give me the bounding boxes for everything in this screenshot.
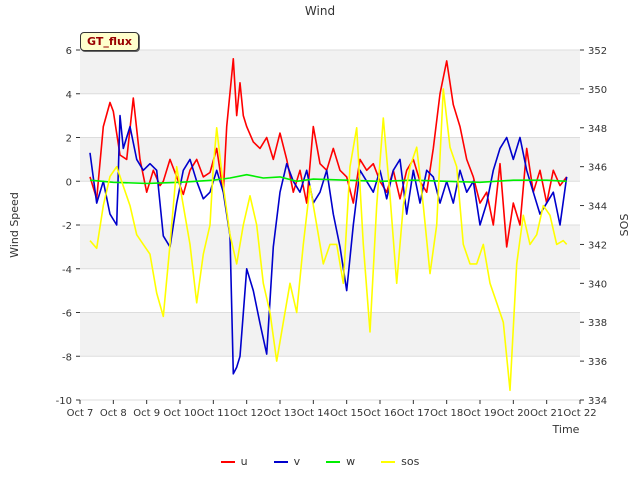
legend-label: v xyxy=(293,455,301,468)
x-tick-label: Oct 21 xyxy=(530,408,563,419)
legend-swatch xyxy=(220,460,235,463)
right-tick-label: 352 xyxy=(588,46,607,57)
x-tick-label: Oct 11 xyxy=(197,408,230,419)
legend-label: u xyxy=(240,455,248,468)
left-tick-label: -8 xyxy=(62,352,72,363)
site-badge: GT_flux xyxy=(80,32,139,51)
band xyxy=(80,50,580,94)
right-tick-label: 346 xyxy=(588,163,607,174)
x-tick-label: Oct 19 xyxy=(463,408,496,419)
right-tick-label: 350 xyxy=(588,85,607,96)
left-axis-ticks: -10 -8 -6 -4 -2 0 2 4 6 xyxy=(56,46,80,407)
x-tick-label: Oct 16 xyxy=(363,408,396,419)
right-tick-label: 336 xyxy=(588,357,607,368)
x-tick-label: Oct 9 xyxy=(133,408,160,419)
x-axis-label: Time xyxy=(552,423,580,436)
legend-item-v: v xyxy=(273,455,301,468)
left-tick-label: 2 xyxy=(66,134,72,145)
x-tick-label: Oct 12 xyxy=(230,408,263,419)
left-tick-label: -2 xyxy=(62,221,72,232)
legend-item-sos: sos xyxy=(381,455,419,468)
right-tick-label: 344 xyxy=(588,202,607,213)
x-tick-label: Oct 10 xyxy=(163,408,196,419)
right-axis-ticks: 334 336 338 340 342 344 346 348 350 352 xyxy=(580,46,607,407)
legend-item-u: u xyxy=(220,455,248,468)
x-tick-label: Oct 20 xyxy=(497,408,530,419)
left-tick-label: 4 xyxy=(66,90,72,101)
band xyxy=(80,312,580,357)
right-tick-label: 342 xyxy=(588,240,607,251)
right-tick-label: 338 xyxy=(588,318,607,329)
x-tick-label: Oct 14 xyxy=(297,408,330,419)
right-tick-label: 348 xyxy=(588,124,607,135)
series-line-v xyxy=(89,114,568,375)
series-line-u xyxy=(89,57,568,248)
x-tick-label: Oct 7 xyxy=(67,408,94,419)
chart-title: Wind xyxy=(305,4,335,18)
legend-swatch xyxy=(273,460,288,463)
left-tick-label: 0 xyxy=(66,177,72,188)
right-tick-label: 334 xyxy=(588,396,607,407)
left-tick-label: -6 xyxy=(62,309,72,320)
legend-swatch xyxy=(326,460,341,463)
background-bands xyxy=(80,50,580,357)
x-tick-label: Oct 13 xyxy=(263,408,296,419)
series-lines xyxy=(89,57,568,392)
legend-swatch xyxy=(381,460,396,463)
legend-label: sos xyxy=(401,455,420,468)
y-axis-label-right: SOS xyxy=(618,214,631,237)
left-tick-label: -10 xyxy=(56,396,72,407)
x-tick-label: Oct 8 xyxy=(100,408,127,419)
legend-label: w xyxy=(346,455,356,468)
x-tick-label: Oct 15 xyxy=(330,408,363,419)
x-tick-label: Oct 17 xyxy=(397,408,430,419)
x-tick-label: Oct 22 xyxy=(563,408,596,419)
legend: u v w sos xyxy=(0,455,640,468)
series-line-sos xyxy=(89,88,568,392)
x-tick-label: Oct 18 xyxy=(430,408,463,419)
legend-item-w: w xyxy=(326,455,355,468)
x-axis-ticks: Oct 7 Oct 8 Oct 9 Oct 10 Oct 11 Oct 12 Oct 13 O… xyxy=(67,400,597,419)
left-tick-label: -4 xyxy=(62,265,72,276)
left-tick-label: 6 xyxy=(66,46,72,57)
right-tick-label: 340 xyxy=(588,279,607,290)
y-axis-label-left: Wind Speed xyxy=(8,192,21,258)
